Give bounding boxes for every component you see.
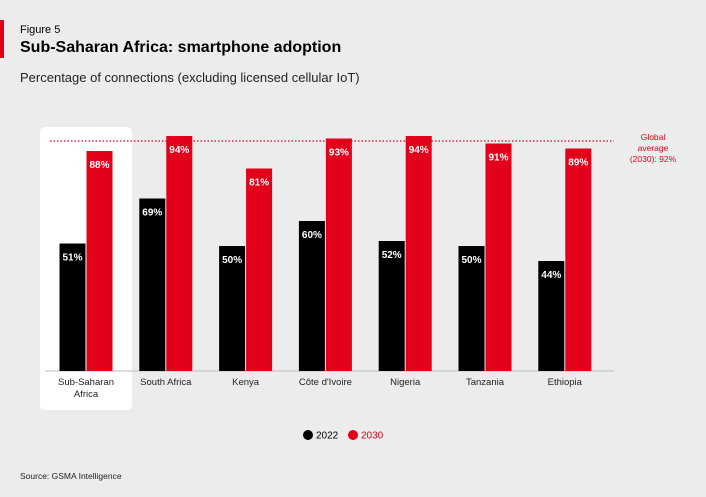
bar-2022-4 <box>378 241 405 371</box>
data-label-2022-1: 69% <box>142 208 162 219</box>
data-label-2022-4: 52% <box>382 250 402 261</box>
bar-2030-2 <box>246 168 273 371</box>
x-tick-label-4: Nigeria <box>390 377 421 388</box>
data-label-2030-6: 89% <box>568 158 588 169</box>
bar-2022-0 <box>59 243 86 371</box>
data-label-2030-3: 93% <box>329 148 349 159</box>
bar-2030-1 <box>166 136 193 371</box>
bar-2022-1 <box>139 198 166 371</box>
data-label-2022-5: 50% <box>461 255 481 266</box>
data-label-2022-3: 60% <box>302 230 322 241</box>
x-tick-label-3: Côte d'Ivoire <box>299 377 352 388</box>
bar-2030-0 <box>86 151 113 371</box>
x-tick-label-1: South Africa <box>140 377 192 388</box>
data-label-2030-0: 88% <box>89 160 109 171</box>
bar-2030-3 <box>325 138 352 371</box>
bar-2022-3 <box>298 221 325 371</box>
figure-label: Figure 5 <box>20 24 61 36</box>
bar-2030-5 <box>485 143 512 371</box>
reference-line-label: Global average (2030): 92% <box>630 132 677 164</box>
data-label-2022-2: 50% <box>222 255 242 266</box>
x-tick-label-2: Kenya <box>232 377 260 388</box>
data-label-2022-6: 44% <box>541 270 561 281</box>
source-note: Source: GSMA Intelligence <box>20 471 122 481</box>
bar-2030-4 <box>405 136 432 371</box>
accent-bar <box>0 20 4 58</box>
data-label-2030-4: 94% <box>409 145 429 156</box>
x-tick-label-5: Tanzania <box>466 377 505 388</box>
legend-swatch-2030 <box>348 430 358 440</box>
bar-2022-5 <box>458 246 485 371</box>
bar-2022-2 <box>219 246 246 371</box>
data-label-2030-2: 81% <box>249 178 269 189</box>
legend-label-2022: 2022 <box>316 431 339 442</box>
data-label-2022-0: 51% <box>62 253 82 264</box>
chart-title: Sub-Saharan Africa: smartphone adoption <box>20 39 342 56</box>
data-label-2030-5: 91% <box>488 153 508 164</box>
chart-subtitle: Percentage of connections (excluding lic… <box>20 70 360 85</box>
legend-swatch-2022 <box>303 430 313 440</box>
data-label-2030-1: 94% <box>169 145 189 156</box>
highlight-panel <box>40 127 132 410</box>
x-tick-label-6: Ethiopia <box>548 377 583 388</box>
x-tick-label-0: Sub-Saharan Africa <box>58 377 114 400</box>
legend-label-2030: 2030 <box>361 431 384 442</box>
bar-2030-6 <box>565 148 592 371</box>
bar-2022-6 <box>538 261 565 371</box>
